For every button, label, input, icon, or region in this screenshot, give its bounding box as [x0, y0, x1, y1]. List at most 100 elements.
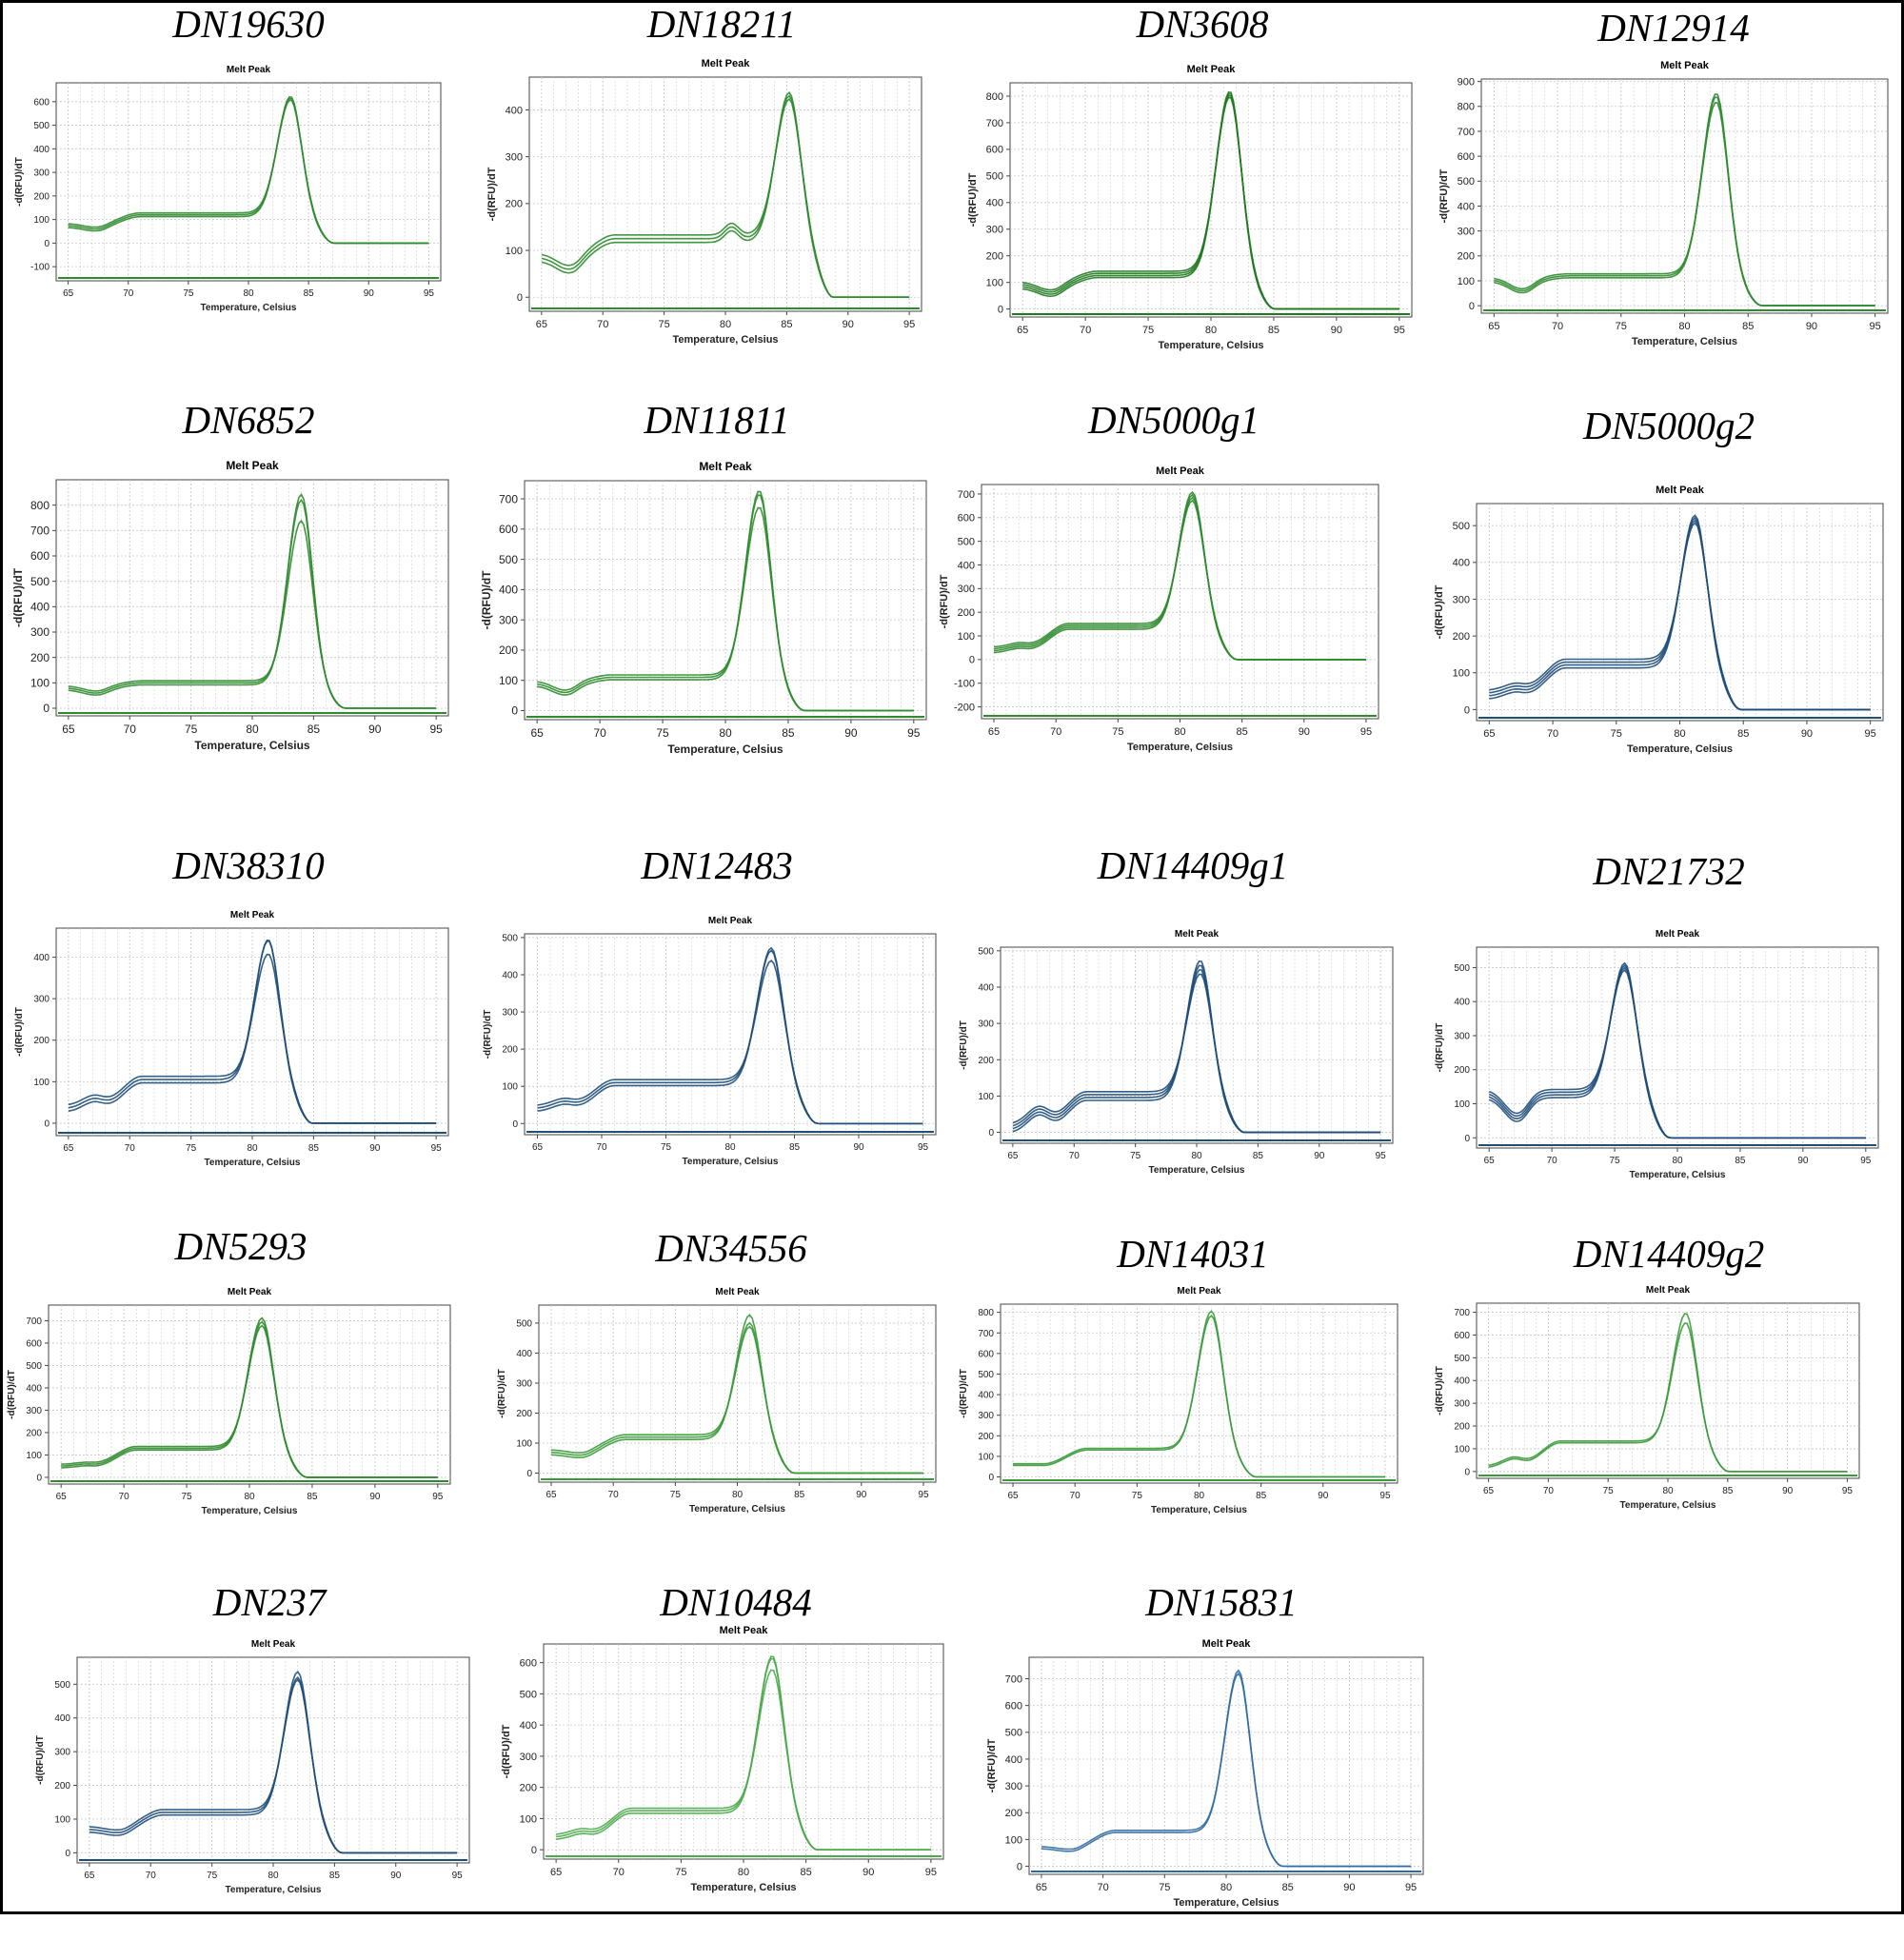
y-tick-label: 500 — [1458, 176, 1475, 188]
x-tick-label: 95 — [432, 1492, 444, 1502]
y-tick-label: 500 — [986, 171, 1003, 183]
y-tick-label: 600 — [978, 1349, 994, 1359]
y-tick-label: 100 — [1454, 1444, 1470, 1455]
x-tick-label: 95 — [907, 726, 921, 740]
y-tick-label: 100 — [958, 631, 975, 643]
y-tick-label: 100 — [1458, 276, 1475, 287]
x-tick-label: 70 — [1552, 321, 1563, 332]
melt-curves — [993, 490, 1366, 661]
chart-panel: DN3608 Melt Peak 65 70 75 80 85 90 95 0 100 200 300… — [964, 3, 1440, 384]
y-tick-label: -200 — [954, 702, 975, 713]
melt-curve-replicate — [68, 519, 437, 709]
plot-title: Melt Peak — [720, 1625, 769, 1636]
x-tick-label: 65 — [536, 319, 547, 330]
y-tick-label: 100 — [978, 1092, 994, 1102]
x-tick-label: 80 — [1662, 1486, 1674, 1496]
y-tick-label: 500 — [516, 1318, 532, 1329]
y-tick-label: 400 — [1005, 1754, 1022, 1766]
y-tick-label: 400 — [26, 1383, 42, 1394]
x-tick-label: 90 — [1318, 1491, 1329, 1501]
panel-title: DN14031 — [1117, 1232, 1269, 1276]
y-tick-label: 300 — [26, 1406, 42, 1416]
y-tick-label: 300 — [958, 584, 975, 595]
gridlines — [1001, 1304, 1398, 1483]
y-tick-label: 600 — [1458, 151, 1475, 163]
melt-peak-chart: Melt Peak 65 70 75 80 85 90 95 0 100 200 300 400 500 6… — [480, 460, 927, 756]
y-tick-label: 200 — [978, 1056, 994, 1066]
y-tick-label: 400 — [986, 198, 1003, 209]
y-tick-label: 300 — [502, 1008, 518, 1019]
x-tick-label: 70 — [1070, 1491, 1081, 1501]
panel-title: DN15831 — [1145, 1580, 1298, 1624]
y-tick-label: 400 — [33, 145, 50, 155]
x-tick-label: 80 — [719, 726, 732, 740]
x-tick-label: 70 — [146, 1871, 157, 1881]
y-tick-label: 200 — [1458, 251, 1475, 263]
x-tick-label: 85 — [1253, 1151, 1264, 1161]
y-tick-label: 400 — [499, 584, 518, 597]
x-tick-label: 85 — [329, 1871, 341, 1881]
y-tick-label: 200 — [516, 1409, 532, 1419]
x-tick-label: 80 — [724, 1142, 736, 1153]
melt-peak-chart: Melt Peak 65 70 75 80 85 90 95 0 100 200 300 400 Temp… — [486, 58, 922, 346]
chart-panel: DN12483 Melt Peak 65 70 75 80 85 90 95 0 100 200 30… — [479, 846, 955, 1227]
panel-title: DN14409g1 — [1097, 843, 1289, 887]
y-tick-label: 700 — [26, 1317, 42, 1327]
x-tick-label: 90 — [364, 288, 375, 299]
x-tick-label: 85 — [1742, 321, 1754, 332]
melt-curves — [1489, 514, 1871, 711]
panel-title: DN19630 — [172, 2, 325, 46]
y-tick-label: 200 — [520, 1783, 537, 1794]
plot-title: Melt Peak — [715, 1287, 760, 1297]
panel-title: DN6852 — [182, 398, 315, 442]
y-tick-label: 300 — [520, 1752, 537, 1763]
melt-curves — [1494, 93, 1875, 307]
plot-title: Melt Peak — [1187, 64, 1237, 75]
x-axis-label: Temperature, Celsius — [689, 1504, 785, 1515]
x-tick-label: 65 — [1488, 321, 1499, 332]
chart-panel: DN11811 Melt Peak 65 70 75 80 85 90 95 0 100 200 30… — [479, 401, 955, 782]
x-tick-label: 95 — [1860, 1156, 1872, 1166]
x-tick-label: 85 — [1256, 1491, 1267, 1501]
y-tick-label: 0 — [44, 239, 50, 249]
x-tick-label: 75 — [1159, 1882, 1170, 1893]
x-axis-label: Temperature, Celsius — [1151, 1505, 1247, 1515]
y-tick-label: 0 — [65, 1849, 70, 1859]
melt-curves — [61, 1317, 438, 1478]
x-tick-label: 75 — [1112, 726, 1123, 738]
x-tick-label: 95 — [918, 1142, 929, 1153]
chart-panel: DN237 Melt Peak 65 70 75 80 85 90 95 0 100 200 300 4… — [31, 1579, 507, 1960]
plot-area — [1476, 946, 1879, 1149]
melt-curve-replicate — [541, 97, 910, 298]
y-axis-label: -d(RFU)/dT — [939, 574, 950, 628]
y-tick-label: 600 — [520, 1658, 537, 1670]
x-tick-label: 80 — [1174, 726, 1185, 738]
y-tick-label: 400 — [978, 982, 994, 993]
x-tick-label: 80 — [732, 1490, 744, 1500]
melt-peak-chart: Melt Peak 65 70 75 80 85 90 95 -200 -100 0 100 200 30… — [939, 465, 1379, 753]
y-tick-label: 600 — [1454, 1331, 1470, 1341]
chart-panel: DN6852 Melt Peak 65 70 75 80 85 90 95 0 100 200 300… — [10, 401, 486, 782]
y-tick-label: 800 — [978, 1308, 994, 1318]
y-axis-label: -d(RFU)/dT — [483, 1010, 493, 1059]
gridlines — [56, 928, 448, 1136]
x-tick-label: 85 — [307, 723, 321, 736]
y-tick-label: 200 — [499, 643, 518, 657]
y-axis-label: -d(RFU)/dT — [14, 157, 25, 207]
x-tick-label: 90 — [843, 319, 854, 330]
y-tick-label: 100 — [986, 278, 1003, 289]
x-tick-label: 80 — [243, 288, 254, 299]
x-axis-label: Temperature, Celsius — [667, 742, 783, 756]
melt-peak-chart: Melt Peak 65 70 75 80 85 90 95 0 100 200 300 400 500 6… — [501, 1625, 944, 1893]
y-tick-label: 400 — [30, 601, 50, 614]
panel-title: DN12914 — [1597, 6, 1750, 49]
y-tick-label: 100 — [30, 677, 50, 690]
melt-curves — [1022, 90, 1399, 310]
chart-panel: DN5293 Melt Peak 65 70 75 80 85 90 95 0 100 200 300… — [3, 1227, 479, 1608]
x-tick-label: 85 — [789, 1142, 801, 1153]
x-tick-label: 65 — [988, 726, 1000, 738]
y-tick-label: 200 — [54, 1781, 70, 1792]
plot-title: Melt Peak — [227, 65, 271, 75]
y-axis-label: -d(RFU)/dT — [7, 1370, 17, 1419]
y-tick-label: 300 — [33, 995, 50, 1005]
